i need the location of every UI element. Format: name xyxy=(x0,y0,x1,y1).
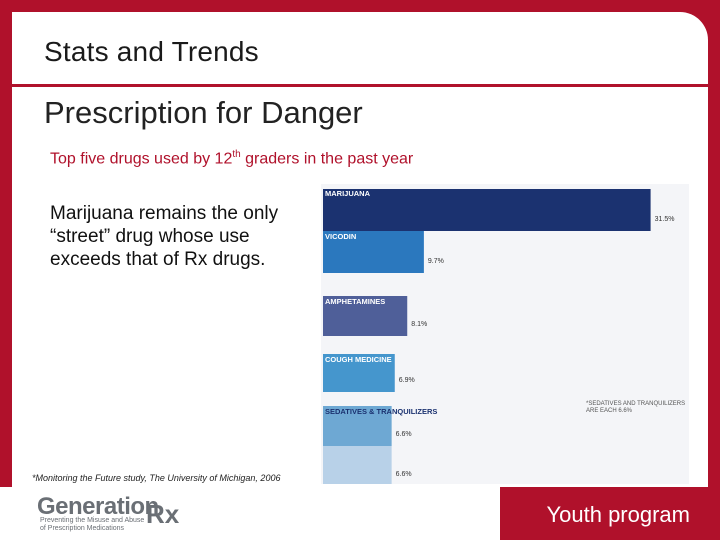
logo-tagline-1: Preventing the Misuse and Abuse xyxy=(40,517,144,524)
bar-category-label-4: SEDATIVES & TRANQUILIZERS xyxy=(325,407,437,416)
bar-chart: 31.5% MARIJUANA 9.7% VICODIN 8.1% AMPHETAMINE… xyxy=(298,184,698,484)
bar-value-label-1: 9.7% xyxy=(428,258,444,265)
annotation-line-2: ARE EACH 6.6% xyxy=(586,408,633,414)
bar-value-label-3: 6.9% xyxy=(399,377,415,384)
logo-tagline-2: of Prescription Medications xyxy=(40,525,124,532)
chart-svg: 31.5% MARIJUANA 9.7% VICODIN 8.1% AMPHETAMINE… xyxy=(298,184,698,484)
bar-value-label-4: 6.6% xyxy=(396,431,412,438)
content-panel: Prescription for Danger Top five drugs u… xyxy=(12,87,708,487)
program-label: Youth program xyxy=(546,502,690,528)
subhead-sup: th xyxy=(232,149,240,160)
program-rest: program xyxy=(602,502,690,527)
bar-category-label-3: COUGH MEDICINE xyxy=(325,355,392,364)
source-note: *Monitoring the Future study, The Univer… xyxy=(32,473,280,483)
subhead-suffix: graders in the past year xyxy=(241,150,414,167)
slide-subtitle: Prescription for Danger xyxy=(44,95,363,131)
bar-category-label-1: VICODIN xyxy=(325,232,356,241)
body-text: Marijuana remains the only “street” drug… xyxy=(50,202,280,271)
bar-value-label-5: 6.6% xyxy=(396,471,412,478)
program-bold: Youth xyxy=(546,502,601,527)
bar-category-label-0: MARIJUANA xyxy=(325,189,371,198)
subhead-prefix: Top five drugs used by 12 xyxy=(50,150,232,167)
bar-category-label-2: AMPHETAMINES xyxy=(325,297,385,306)
slide-title: Stats and Trends xyxy=(44,36,259,68)
bar-0 xyxy=(323,189,651,231)
bar-value-label-0: 31.5% xyxy=(655,216,675,223)
footer-bar: Generation Rx Preventing the Misuse and … xyxy=(0,487,720,540)
chart-subhead: Top five drugs used by 12th graders in t… xyxy=(50,149,413,168)
annotation-line-1: *SEDATIVES AND TRANQUILIZERS xyxy=(586,401,685,407)
logo-rx: Rx xyxy=(146,499,179,530)
title-box: Stats and Trends xyxy=(12,12,708,84)
logo-area: Generation Rx Preventing the Misuse and … xyxy=(0,487,500,540)
bar-value-label-2: 8.1% xyxy=(411,321,427,328)
bar-5 xyxy=(323,446,392,484)
